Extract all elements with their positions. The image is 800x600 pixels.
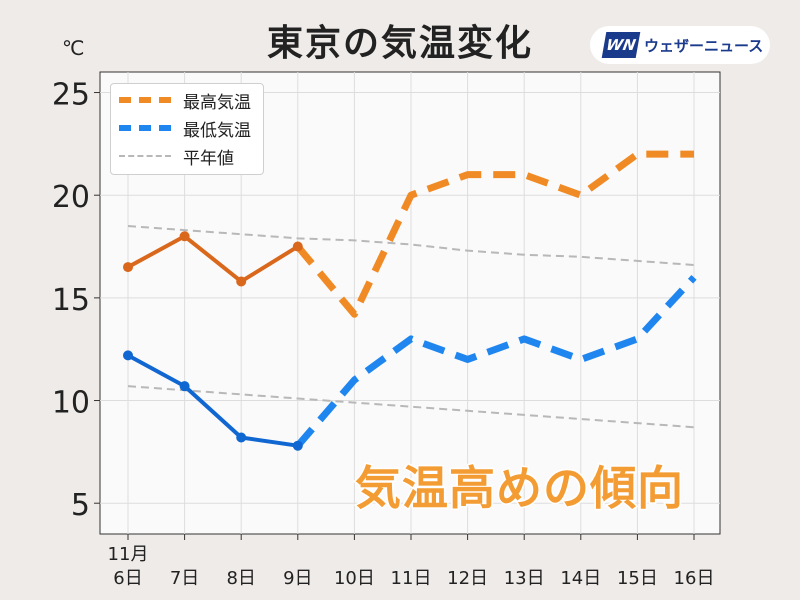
legend-swatch-normal bbox=[119, 155, 171, 157]
x-tick-label: 15日 bbox=[617, 568, 658, 589]
low-marker bbox=[123, 350, 133, 361]
y-tick-label: 15 bbox=[52, 283, 90, 318]
x-tick-label: 12日 bbox=[447, 568, 488, 589]
high-actual-line bbox=[127, 234, 299, 284]
y-tick-label: 5 bbox=[71, 488, 90, 523]
low-marker bbox=[292, 440, 303, 451]
x-tick-label: 14日 bbox=[560, 568, 601, 589]
x-tick-label: 9日 bbox=[283, 568, 312, 589]
low-marker bbox=[179, 381, 190, 392]
high-forecast-line bbox=[295, 150, 694, 318]
low-actual-line bbox=[127, 353, 299, 448]
brand-badge: WN ウェザーニュース bbox=[590, 26, 770, 64]
page-title: 東京の気温変化 bbox=[266, 23, 533, 64]
legend-item-high: 最高気温 bbox=[119, 88, 251, 113]
y-tick-label: 25 bbox=[52, 78, 90, 113]
low-marker bbox=[236, 432, 247, 443]
trend-annotation: 気温高めの傾向 bbox=[354, 460, 685, 517]
x-tick-label: 7日 bbox=[170, 568, 199, 589]
legend-label-low: 最低気温 bbox=[183, 120, 251, 141]
high-marker bbox=[236, 276, 247, 287]
y-tick-label: 10 bbox=[52, 386, 90, 421]
x-tick-label: 13日 bbox=[504, 568, 545, 589]
y-axis-unit: ℃ bbox=[62, 36, 85, 60]
brand-name: ウェザーニュース bbox=[644, 36, 764, 55]
x-tick-label: 10日 bbox=[334, 568, 375, 589]
x-month-label: 11月 bbox=[108, 544, 149, 565]
low-forecast-line bbox=[295, 274, 697, 448]
legend-label-normal: 平年値 bbox=[183, 148, 234, 169]
x-tick-label: 6日 bbox=[113, 568, 142, 589]
legend-item-normal: 平年値 bbox=[119, 144, 234, 169]
legend-label-high: 最高気温 bbox=[183, 92, 251, 113]
chart-legend: 最高気温 最低気温 平年値 bbox=[110, 83, 264, 175]
high-marker bbox=[179, 231, 190, 242]
x-tick-label: 8日 bbox=[226, 568, 255, 589]
high-marker bbox=[292, 241, 303, 252]
x-tick-label: 16日 bbox=[674, 568, 715, 589]
legend-swatch-low bbox=[119, 125, 171, 131]
legend-swatch-high bbox=[119, 97, 171, 103]
normal-line bbox=[127, 385, 695, 429]
x-tick-label: 11日 bbox=[391, 568, 432, 589]
weathernews-logo-icon: WN bbox=[601, 32, 641, 58]
legend-item-low: 最低気温 bbox=[119, 116, 251, 141]
y-tick-label: 20 bbox=[52, 180, 90, 215]
normal-line bbox=[127, 225, 695, 267]
high-marker bbox=[123, 262, 133, 273]
